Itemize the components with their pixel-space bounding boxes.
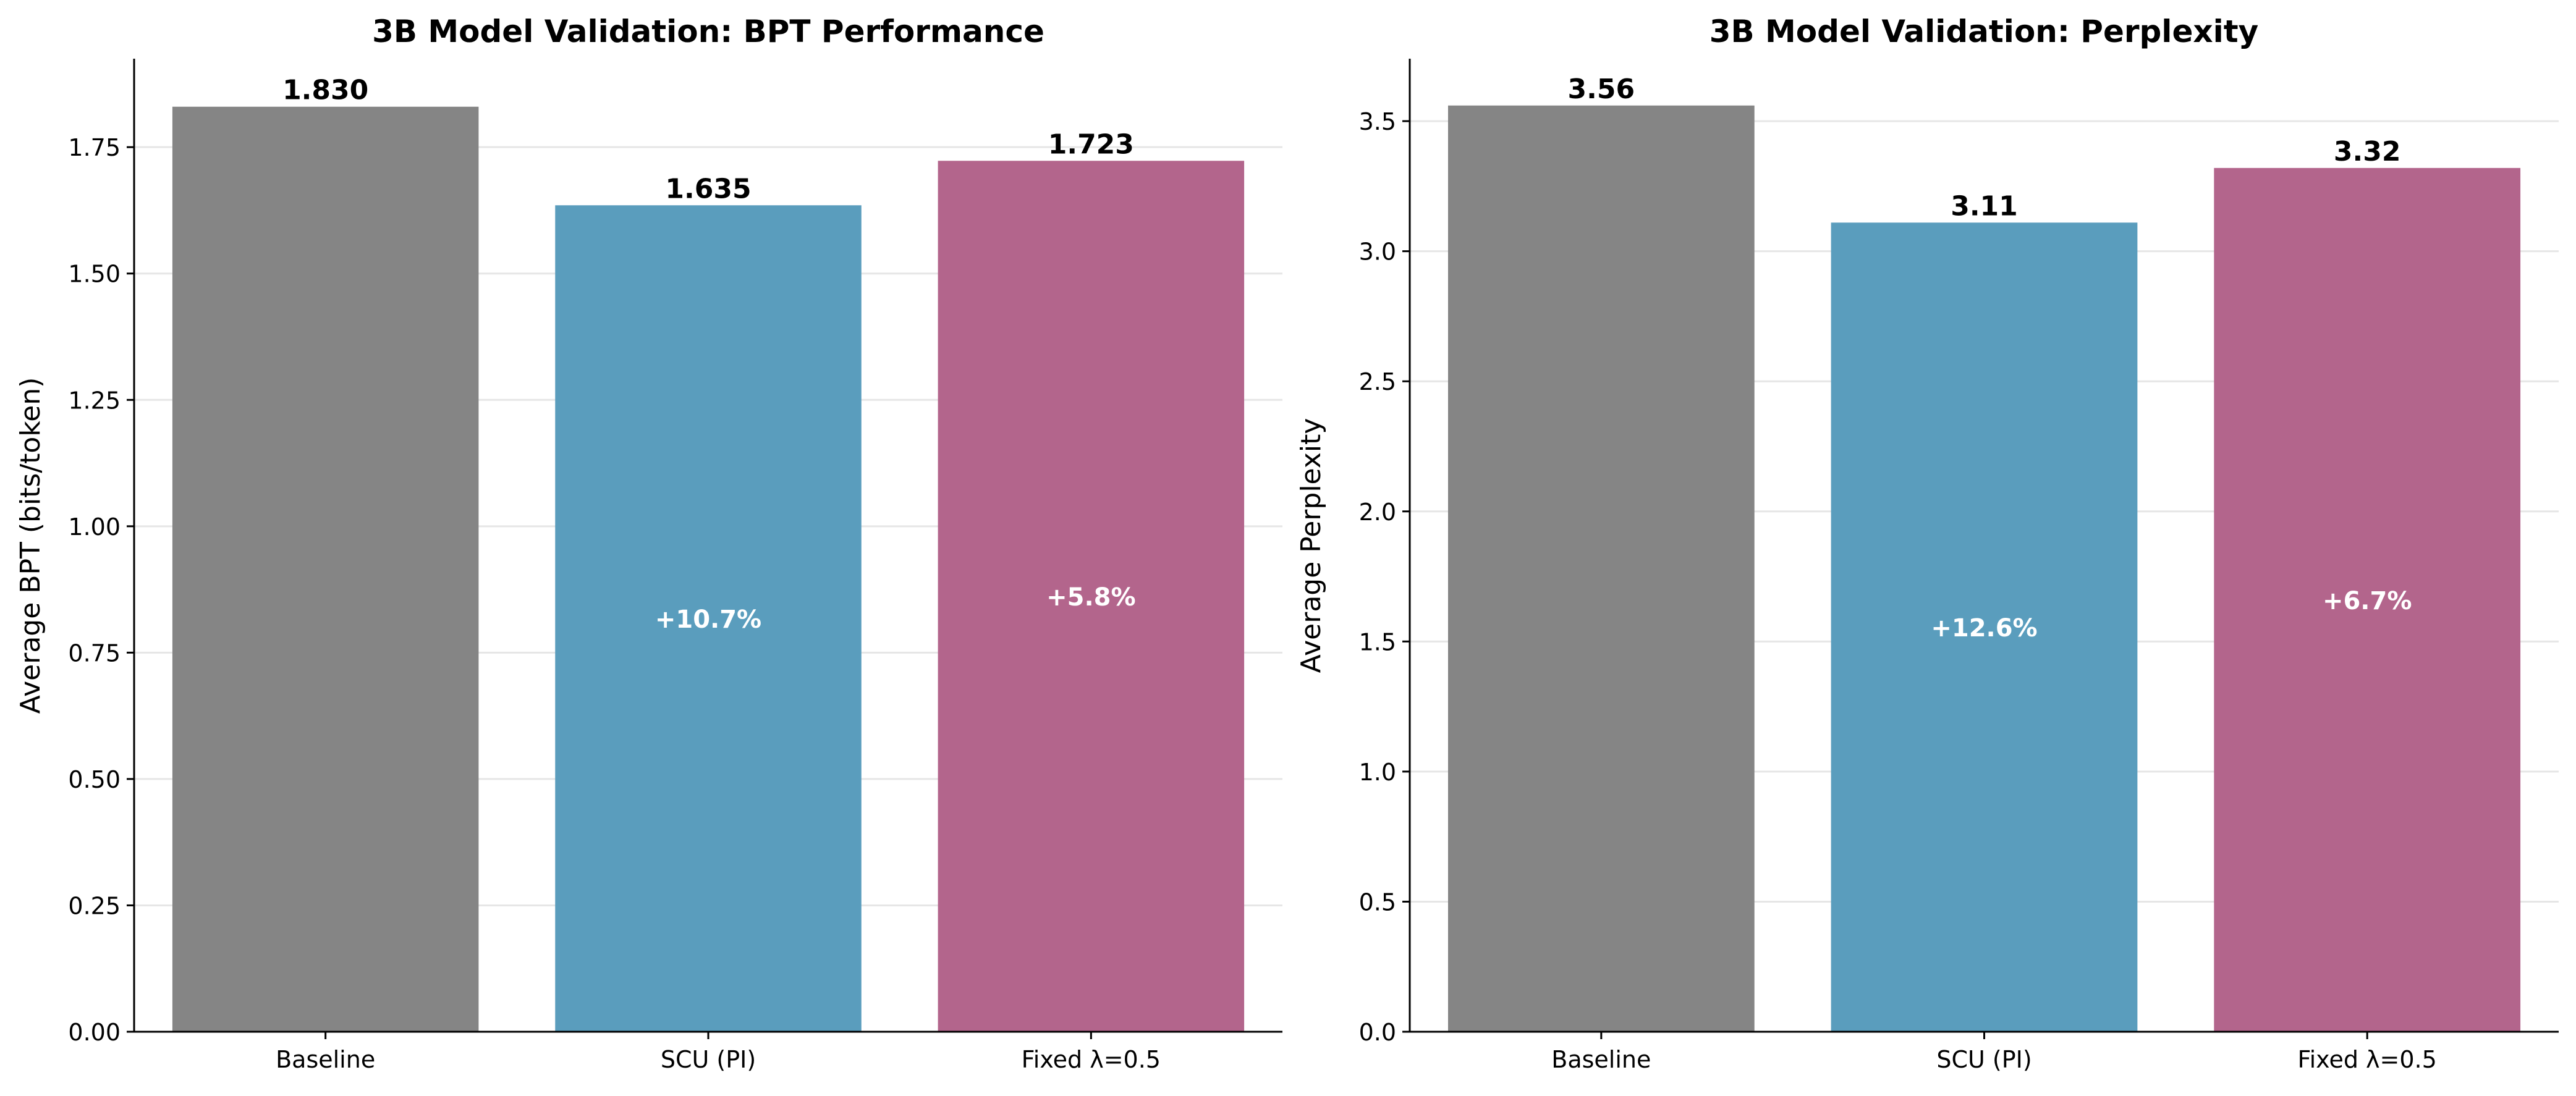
y-tick-label: 3.5	[1359, 108, 1396, 135]
y-axis-label: Average Perplexity	[1295, 418, 1327, 673]
bar-scu-pi	[1831, 222, 2138, 1032]
data-labels: 1.830 1.635 +10.7% 1.723 +5.8%	[282, 75, 1135, 634]
value-label: 3.32	[2334, 136, 2401, 167]
bar-fixed-0-5	[2214, 167, 2521, 1032]
y-tick-label: 1.5	[1359, 628, 1396, 655]
y-tick-label: 1.0	[1359, 759, 1396, 786]
improvement-label: +10.7%	[655, 605, 761, 634]
x-tick-label: Fixed λ=0.5	[1022, 1046, 1161, 1073]
y-tick-label: 2.5	[1359, 368, 1396, 395]
bar-baseline	[1447, 105, 1755, 1032]
y-ticks: 0.0 0.5 1.0 1.5 2.0 2.5 3.0 3.5	[1359, 108, 1410, 1046]
y-axis-label: Average BPT (bits/token)	[15, 377, 46, 714]
y-tick-label: 0.75	[68, 639, 121, 667]
y-tick-label: 0.00	[68, 1019, 121, 1046]
bars	[172, 106, 1245, 1032]
value-label: 1.723	[1048, 129, 1134, 160]
bars	[1447, 105, 2521, 1032]
y-ticks: 0.00 0.25 0.50 0.75 1.00 1.25 1.50 1.75	[68, 134, 134, 1046]
value-label: 1.830	[282, 75, 368, 106]
improvement-label: +12.6%	[1931, 614, 2037, 643]
y-tick-label: 3.0	[1359, 238, 1396, 266]
improvement-label: +5.8%	[1046, 583, 1135, 612]
x-ticks: Baseline SCU (PI) Fixed λ=0.5	[276, 1032, 1161, 1073]
x-tick-label: SCU (PI)	[1936, 1046, 2032, 1073]
y-tick-label: 0.25	[68, 892, 121, 919]
y-tick-label: 1.25	[68, 387, 121, 414]
perplexity-chart-panel: 3B Model Validation: Perplexity Average …	[1295, 14, 2559, 1073]
y-tick-label: 1.75	[68, 134, 121, 161]
x-tick-label: Fixed λ=0.5	[2298, 1046, 2437, 1073]
y-tick-label: 1.50	[68, 261, 121, 288]
x-tick-label: Baseline	[1551, 1046, 1651, 1073]
y-tick-label: 0.50	[68, 766, 121, 793]
y-tick-label: 2.0	[1359, 499, 1396, 526]
chart-title: 3B Model Validation: BPT Performance	[372, 14, 1044, 49]
bpt-chart-panel: 3B Model Validation: BPT Performance Ave…	[15, 14, 1282, 1073]
data-labels: 3.56 3.11 +12.6% 3.32 +6.7%	[1568, 74, 2412, 643]
y-tick-label: 0.5	[1359, 888, 1396, 916]
value-label: 3.56	[1568, 74, 1635, 105]
bar-fixed-0-5	[938, 161, 1245, 1032]
y-tick-label: 1.00	[68, 513, 121, 541]
x-tick-label: SCU (PI)	[661, 1046, 756, 1073]
bar-baseline	[172, 106, 479, 1032]
bar-scu-pi	[555, 205, 862, 1032]
value-label: 1.635	[665, 173, 751, 204]
y-tick-label: 0.0	[1359, 1019, 1396, 1046]
improvement-label: +6.7%	[2323, 587, 2412, 615]
chart-title: 3B Model Validation: Perplexity	[1710, 14, 2259, 49]
x-ticks: Baseline SCU (PI) Fixed λ=0.5	[1551, 1032, 2437, 1073]
x-tick-label: Baseline	[276, 1046, 375, 1073]
value-label: 3.11	[1951, 190, 2018, 222]
